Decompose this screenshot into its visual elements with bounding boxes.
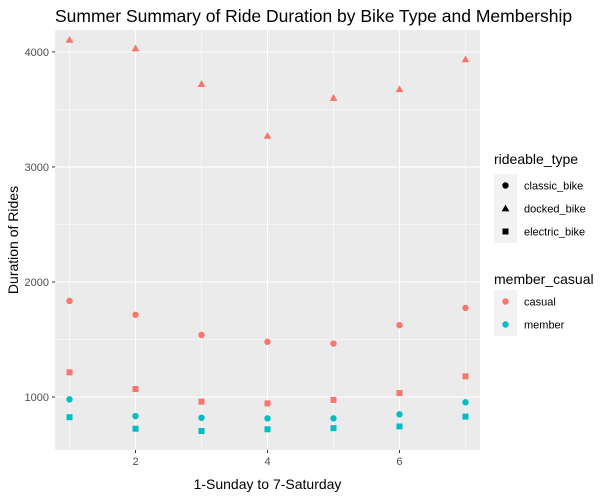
legend-key-classic_bike [502,182,509,189]
point-casual-classic_bike [396,321,403,329]
y-axis-ticks: 1000 2000 3000 4000 [25,47,55,404]
x-axis-ticks: 2 4 6 [132,450,403,468]
point-member-electric_bike [66,414,73,421]
point-casual-classic_bike [198,331,205,339]
point-member-classic_bike [66,396,73,403]
legend-key-casual [502,298,509,305]
point-casual-classic_bike [66,297,73,305]
legend-key-member [502,321,509,328]
legend-label-member: member [524,320,565,332]
point-member-classic_bike [330,415,337,422]
point-member-classic_bike [462,399,469,406]
point-casual-electric_bike [66,369,73,376]
y-axis-title: Duration of Rides [5,186,21,294]
data-points [65,35,470,435]
point-casual-electric_bike [132,386,139,393]
point-member-electric_bike [264,426,271,433]
point-casual-electric_bike [198,398,205,405]
legend-label-classic_bike: classic_bike [524,181,583,193]
grid-major [55,30,480,450]
y-tick-label: 3000 [25,162,49,174]
point-member-classic_bike [396,411,403,418]
point-member-electric_bike [198,428,205,435]
legend-label-docked_bike: docked_bike [524,204,586,216]
point-member-classic_bike [264,415,271,422]
point-casual-docked_bike [461,55,470,63]
point-casual-docked_bike [131,44,140,52]
legend-title-member-casual: member_casual [494,271,594,287]
point-member-electric_bike [462,413,469,420]
point-member-electric_bike [330,425,337,432]
point-casual-docked_bike [263,131,272,139]
point-casual-electric_bike [396,390,403,397]
chart-title: Summer Summary of Ride Duration by Bike … [55,6,572,26]
point-member-classic_bike [198,414,205,421]
x-tick-label: 6 [396,456,402,468]
legend-label-casual: casual [524,297,556,309]
point-casual-classic_bike [264,338,271,346]
legend-key-electric_bike [502,228,509,235]
point-casual-docked_bike [329,93,338,101]
x-tick-label: 2 [132,456,138,468]
point-member-electric_bike [132,425,139,432]
legend-title-rideable-type: rideable_type [494,151,578,167]
legend-label-electric_bike: electric_bike [524,227,585,239]
point-casual-electric_bike [330,396,337,403]
legend: rideable_type classic_bike docked_bikeelec… [494,151,594,336]
point-casual-electric_bike [462,373,469,380]
point-casual-docked_bike [395,85,404,93]
y-tick-label: 1000 [25,392,49,404]
point-member-electric_bike [396,423,403,430]
legend-key-docked_bike [501,204,510,212]
point-casual-classic_bike [132,311,139,318]
x-axis-title: 1-Sunday to 7-Saturday [194,476,342,492]
y-tick-label: 2000 [25,277,49,289]
x-tick-label: 4 [264,456,270,468]
point-casual-docked_bike [65,35,74,43]
point-casual-electric_bike [264,400,271,407]
point-member-classic_bike [132,412,139,420]
y-tick-label: 4000 [25,47,49,59]
point-casual-classic_bike [462,304,469,312]
point-casual-classic_bike [330,340,337,347]
point-casual-docked_bike [197,80,206,88]
